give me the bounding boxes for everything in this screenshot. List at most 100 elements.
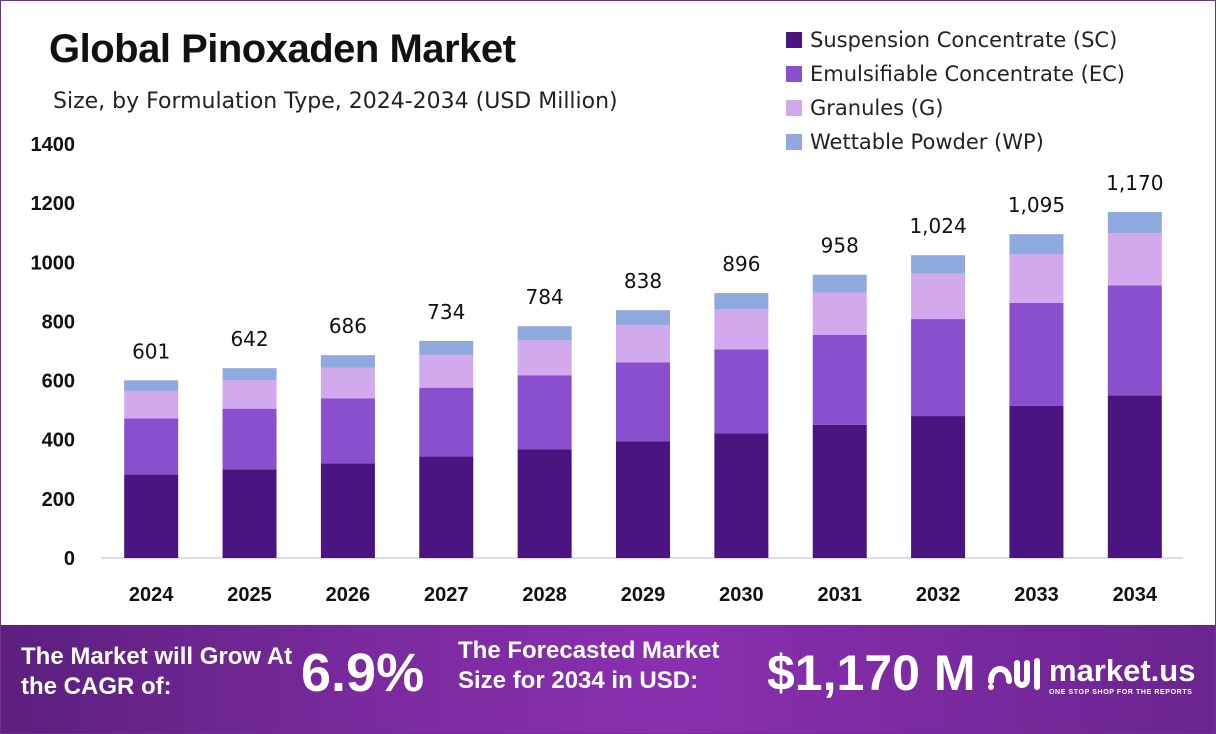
summary-banner: The Market will Grow At the CAGR of: 6.9… [1, 625, 1215, 733]
bar-segment [1107, 395, 1162, 558]
bar-segment [517, 375, 572, 450]
bar-segment [911, 319, 966, 417]
bar-total-label: 734 [427, 300, 465, 324]
bar-total-label: 686 [329, 314, 367, 338]
bar-segment [517, 340, 572, 376]
bar-total-label: 1,170 [1106, 171, 1163, 195]
stacked-bar-chart: 0 200 400 600 800 1000 1200 1400 601 2024 642 2025 6… [31, 134, 1183, 606]
bar-segment [812, 274, 867, 293]
y-tick-label: 600 [42, 371, 75, 393]
bar-segment [1009, 405, 1064, 558]
bar-segment [320, 463, 375, 558]
brand-tagline: ONE STOP SHOP FOR THE REPORTS [1049, 689, 1193, 696]
bar-segment [419, 340, 474, 356]
bar-segment [222, 379, 277, 409]
brand-logo[interactable]: market.us ONE STOP SHOP FOR THE REPORTS [987, 651, 1207, 711]
bar-total-label: 1,024 [909, 214, 966, 238]
bar-segment [320, 367, 375, 399]
forecast-value: $1,170 M [767, 645, 976, 701]
x-tick-label: 2028 [522, 584, 567, 606]
x-tick-label: 2026 [326, 584, 371, 606]
bar-segment [419, 387, 474, 457]
y-tick-label: 200 [42, 489, 75, 511]
bar-segment [124, 380, 179, 391]
chart-subtitle: Size, by Formulation Type, 2024-2034 (US… [53, 89, 618, 114]
bar-segment [714, 309, 769, 350]
bar-segment [124, 474, 179, 558]
bar-total-label: 1,095 [1008, 193, 1065, 217]
legend-swatch-sc [786, 32, 802, 48]
legend-swatch-ec [786, 66, 802, 82]
legend-label-sc: Suspension Concentrate (SC) [810, 28, 1118, 52]
market-us-logo-icon [988, 658, 1040, 690]
legend-item-wp: Wettable Powder (WP) [786, 125, 1125, 159]
brand-name: market.us [1049, 653, 1196, 688]
bar-segment [812, 292, 867, 335]
cagr-value: 6.9% [301, 643, 425, 703]
bar-segment [911, 273, 966, 320]
bar-segment [1009, 234, 1064, 255]
bar-total-label: 958 [821, 234, 859, 258]
x-tick-label: 2034 [1113, 584, 1158, 606]
bar-segment [222, 469, 277, 558]
bar-total-label: 601 [132, 339, 170, 363]
x-tick-label: 2032 [916, 584, 961, 606]
bar-segment [1107, 285, 1162, 396]
bar-segment [320, 398, 375, 464]
legend-label-ec: Emulsifiable Concentrate (EC) [810, 62, 1125, 86]
y-tick-label: 400 [42, 430, 75, 452]
bar-segment [616, 441, 670, 558]
bar-segment [320, 355, 375, 368]
legend-item-sc: Suspension Concentrate (SC) [786, 23, 1125, 57]
bar-total-label: 784 [526, 285, 564, 309]
y-tick-label: 1200 [31, 193, 76, 215]
chart-legend: Suspension Concentrate (SC) Emulsifiable… [786, 23, 1125, 159]
bar-segment [616, 362, 670, 442]
x-tick-label: 2024 [129, 584, 174, 606]
legend-item-ec: Emulsifiable Concentrate (EC) [786, 57, 1125, 91]
legend-item-g: Granules (G) [786, 91, 1125, 125]
bar-total-label: 642 [230, 327, 268, 351]
bar-segment [1009, 254, 1064, 303]
bar-segment [616, 310, 670, 325]
bar-segment [222, 368, 277, 380]
y-tick-label: 800 [42, 311, 75, 333]
bar-total-label: 838 [624, 269, 662, 293]
legend-swatch-wp [786, 134, 802, 150]
x-tick-label: 2031 [817, 584, 862, 606]
bar-segment [1107, 233, 1162, 286]
bar-segment [517, 449, 572, 558]
bar-segment [124, 418, 179, 475]
y-tick-label: 1000 [31, 252, 76, 274]
bar-segment [222, 408, 277, 470]
bar-segment [911, 255, 966, 274]
x-tick-label: 2030 [719, 584, 764, 606]
forecast-label: The Forecasted Market Size for 2034 in U… [458, 637, 720, 694]
bar-segment [714, 349, 769, 434]
y-tick-label: 0 [64, 548, 75, 570]
x-tick-label: 2025 [227, 584, 272, 606]
bar-segment [812, 424, 867, 558]
legend-swatch-g [786, 100, 802, 116]
bar-segment [812, 334, 867, 425]
legend-label-wp: Wettable Powder (WP) [810, 130, 1044, 154]
bar-segment [1107, 212, 1162, 234]
bar-total-label: 896 [722, 252, 760, 276]
bar-segment [714, 433, 769, 558]
bar-segment [714, 293, 769, 310]
x-tick-label: 2029 [621, 584, 666, 606]
x-tick-label: 2033 [1014, 584, 1059, 606]
cagr-label: The Market will Grow At the CAGR of: [21, 643, 293, 700]
bar-segment [1009, 302, 1064, 406]
bar-segment [911, 416, 966, 558]
bar-segment [419, 355, 474, 388]
y-tick-label: 1400 [31, 134, 76, 156]
legend-label-g: Granules (G) [810, 96, 944, 120]
bar-segment [517, 326, 572, 341]
bar-segment [419, 456, 474, 558]
bar-segment [616, 324, 670, 363]
chart-title: Global Pinoxaden Market [49, 27, 516, 71]
x-tick-label: 2027 [424, 584, 469, 606]
bar-segment [124, 390, 179, 419]
